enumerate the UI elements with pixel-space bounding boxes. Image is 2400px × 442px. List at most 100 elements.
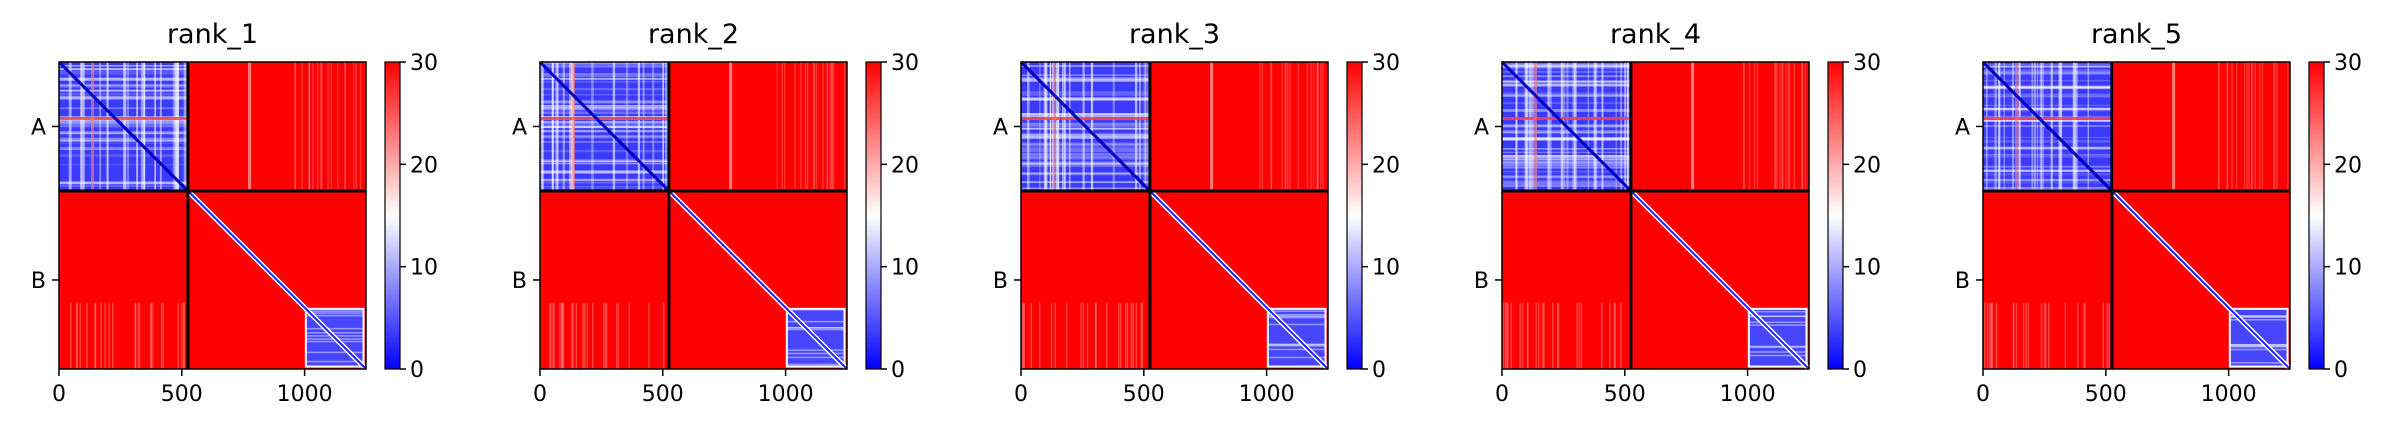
heatmap-stripe (305, 310, 364, 312)
colorbar-tick-label: 0 (410, 358, 424, 383)
y-chain-label-A: A (512, 115, 527, 140)
heatmap-stripe (1143, 62, 1147, 191)
heatmap-stripe (1021, 127, 1150, 130)
heatmap-stripe (1983, 188, 2112, 191)
heatmap-stripe (1267, 345, 1326, 347)
heatmap-stripe (1986, 62, 1988, 191)
colorbar-tick-label: 0 (891, 358, 905, 383)
heatmap-stripe (1526, 302, 1529, 369)
colorbar (1346, 61, 1363, 370)
heatmap-stripe (305, 314, 364, 317)
heatmap-stripe (2258, 62, 2261, 191)
x-tick-label: 0 (1976, 382, 1990, 407)
colorbar-tick-label: 30 (1372, 51, 1400, 76)
heatmap-stripe (1502, 65, 1631, 69)
heatmap-stripe (1261, 62, 1264, 191)
heatmap-stripe (80, 62, 83, 191)
heatmap-stripe (1312, 62, 1315, 191)
heatmap-stripe (1502, 177, 1631, 179)
heatmap-stripe (1289, 62, 1291, 191)
heatmap-stripe (2018, 62, 2021, 191)
heatmap-stripe (2243, 62, 2246, 191)
heatmap-stripe (826, 62, 829, 191)
heatmap-stripe (1021, 302, 1024, 369)
plot-frame (58, 61, 367, 370)
heatmap-stripe (176, 62, 180, 191)
x-tick-label: 500 (642, 382, 684, 407)
heatmap-stripe (152, 302, 154, 369)
heatmap-stripe (540, 178, 669, 182)
heatmap-stripe (2077, 302, 2079, 369)
heatmap-stripe (2012, 302, 2015, 369)
heatmap-stripe (1774, 62, 1776, 191)
heatmap-stripe (2040, 302, 2043, 369)
heatmap-stripe (1748, 324, 1807, 326)
heatmap-stripe (1316, 62, 1319, 191)
heatmap-stripe (2102, 302, 2104, 369)
heatmap-stripe (1021, 142, 1150, 144)
heatmap-stripe (94, 302, 97, 369)
heatmap-stripe (1983, 156, 2112, 158)
heatmap-stripe (1021, 97, 1150, 101)
heatmap-stripe (1310, 62, 1312, 191)
heatmap-stripe (1804, 62, 1807, 191)
heatmap-stripe (1983, 86, 2112, 90)
heatmap-stripe (813, 62, 815, 191)
heatmap-stripe (540, 108, 669, 111)
heatmap-stripe (2251, 62, 2253, 191)
heatmap-stripe (1267, 343, 1326, 346)
heatmap-stripe (831, 62, 833, 191)
heatmap-stripe (1284, 62, 1287, 191)
plot-frame (1020, 61, 1329, 370)
heatmap-stripe (68, 62, 72, 191)
heatmap-stripe (1748, 346, 1807, 348)
heatmap-stripe (2083, 302, 2085, 369)
heatmap-stripe (1021, 133, 1150, 136)
x-tick-label: 500 (161, 382, 203, 407)
heatmap-stripe (1021, 80, 1150, 82)
heatmap-stripe (112, 302, 114, 369)
heatmap-stripe (316, 62, 319, 191)
heatmap-stripe (321, 62, 323, 191)
heatmap-stripe (1125, 302, 1127, 369)
heatmap-stripe (551, 62, 554, 191)
heatmap-stripe (786, 308, 845, 311)
heatmap-stripe (1620, 62, 1622, 191)
heatmap-diagonal-B (668, 190, 848, 370)
heatmap-stripe (1049, 62, 1052, 191)
colorbar-tick-label: 30 (891, 51, 919, 76)
heatmap-stripe (542, 62, 544, 191)
heatmap-stripe (1563, 62, 1566, 191)
heatmap-stripe (1021, 187, 1150, 190)
heatmap-stripe (1502, 159, 1631, 162)
heatmap-stripe (1988, 302, 1991, 369)
heatmap-stripe (1587, 62, 1589, 191)
heatmap-stripe (2229, 316, 2288, 318)
heatmap-stripe (2272, 62, 2275, 191)
y-chain-label-B: B (512, 269, 527, 294)
heatmap-stripe (1045, 62, 1048, 191)
heatmap-stripe (1983, 85, 2112, 87)
heatmap-stripe (1502, 180, 1631, 184)
heatmap-stripe (628, 302, 631, 369)
heatmap-stripe (1502, 92, 1631, 96)
heatmap-stripe (786, 352, 845, 355)
heatmap-stripe (1801, 62, 1804, 191)
heatmap-stripe (2040, 62, 2044, 191)
heatmap-stripe (1774, 62, 1777, 191)
heatmap-stripe (183, 62, 187, 191)
heatmap-stripe (2012, 62, 2014, 191)
heatmap-stripe (1502, 161, 1631, 165)
heatmap-stripe (2058, 62, 2060, 191)
heatmap-stripe (1105, 302, 1108, 369)
heatmap-stripe (82, 62, 84, 191)
heatmap-stripe (1021, 93, 1150, 96)
heatmap-stripe (2060, 62, 2062, 191)
heatmap-stripe (826, 62, 829, 191)
heatmap-diagonal-B (1149, 190, 1329, 370)
heatmap-stripe (2074, 62, 2078, 191)
heatmap-stripe (1021, 148, 1150, 150)
heatmap-diagonal-A (1500, 60, 1633, 193)
heatmap-stripe (80, 62, 83, 191)
heatmap-stripe (1552, 302, 1554, 369)
